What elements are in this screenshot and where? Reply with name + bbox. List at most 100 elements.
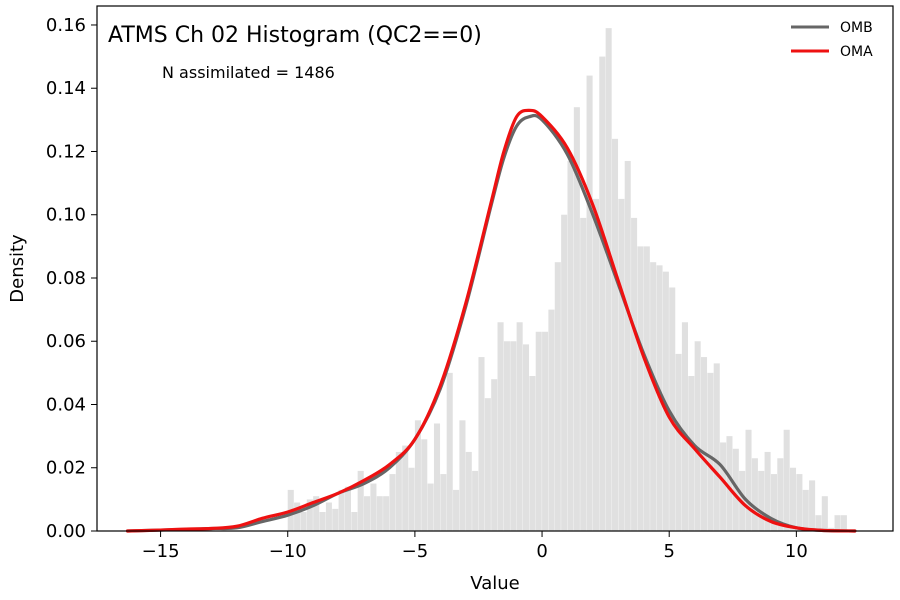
histogram-bar [631,217,638,531]
x-axis-label: Value [470,573,519,594]
histogram-bar [796,474,803,531]
histogram-bar [465,451,472,531]
histogram-bar [840,515,847,531]
histogram-bar [294,502,301,531]
histogram-bar [758,470,765,531]
histogram-bar [440,474,447,531]
histogram-bar [643,246,650,531]
histogram-bar [491,379,498,531]
histogram-bar [364,496,371,531]
histogram-bar [688,376,695,531]
histogram-bar [783,429,790,531]
histogram-bar [433,423,441,531]
histogram-bar [624,160,631,531]
histogram-bar [618,198,625,531]
x-tick-label: −10 [269,541,307,562]
histogram-bar [306,499,313,531]
histogram-bar [478,357,485,531]
y-tick-label: 0.10 [46,205,86,226]
x-tick-label: 10 [785,541,808,562]
histogram-bar [300,512,307,531]
legend-label-omb: OMB [840,20,873,36]
histogram-bar [522,344,530,531]
histogram-bar [720,442,727,531]
histogram-bar [815,515,822,531]
histogram-bar [503,341,510,531]
y-tick-label: 0.06 [46,331,86,352]
y-tick-label: 0.08 [46,268,86,289]
histogram-bar [675,353,682,531]
histogram-bar [694,341,701,531]
histogram-bar [453,489,460,531]
histogram-bar [554,262,561,531]
histogram-bar [802,489,809,531]
x-tick-label: −5 [402,541,429,562]
histogram-bar [427,483,434,531]
histogram-bar [389,474,396,531]
histogram-bar [707,372,714,531]
histogram-bar [700,357,708,531]
histogram-bar [421,439,428,531]
histogram-bar [548,309,555,531]
legend: OMB OMA [791,20,873,60]
histogram-bar [751,458,758,531]
histogram-bar [809,480,816,531]
histogram-bar [338,489,345,531]
legend-label-oma: OMA [840,44,873,60]
x-tick-label: −15 [142,541,180,562]
histogram-bar [605,28,612,532]
histogram-bar [745,429,752,531]
histogram-bar [542,331,549,531]
histogram-bar [529,376,536,531]
histogram-bar [726,436,733,531]
histogram-bar [376,496,383,531]
histogram-bar [472,470,479,531]
histogram-bar [834,515,841,531]
histogram-bar [732,448,739,531]
histogram-bar [580,217,587,531]
histogram-bar [313,496,320,531]
y-axis-label: Density [7,234,28,303]
y-tick-label: 0.04 [46,394,86,415]
histogram-bar [681,322,688,531]
histogram-bar [357,470,364,531]
series-line-omb [125,113,857,533]
histogram-bar [319,512,326,531]
histogram-bar [567,160,574,531]
histogram-bar [821,496,828,531]
histogram-bar [650,262,657,531]
histogram-bar [510,341,517,531]
histogram-bar [332,508,339,531]
histogram-bar [770,474,777,531]
y-tick-label: 0.16 [46,15,86,36]
histogram-bar [402,445,409,531]
histogram-bar [777,458,784,531]
histogram-bar [370,483,377,531]
histogram-bar [669,287,676,531]
plot-frame [96,5,894,532]
histogram-bar [713,363,720,531]
histogram-bar [446,372,453,531]
histogram-bar [497,322,504,531]
histogram-bar [325,502,332,531]
y-tick-label: 0.02 [46,458,86,479]
histogram-bar [611,138,619,531]
histogram-bar [535,331,542,531]
histogram-bar [383,496,390,531]
chart-title: ATMS Ch 02 Histogram (QC2==0) [108,23,482,48]
y-tick-label: 0.12 [46,141,86,162]
histogram-bar [408,467,415,531]
histogram-bar [599,56,606,531]
histogram-bar [395,451,402,531]
histogram-bar [459,420,466,531]
plot-area [125,28,857,533]
series-line-oma [125,108,857,533]
histogram-bar [516,322,523,531]
x-tick-label: 0 [536,541,547,562]
histogram-bar [484,398,491,531]
histogram-bar [573,107,580,531]
histogram-bar [592,198,599,531]
y-tick-label: 0.00 [46,521,86,542]
n-assimilated-annotation: N assimilated = 1486 [162,63,335,82]
